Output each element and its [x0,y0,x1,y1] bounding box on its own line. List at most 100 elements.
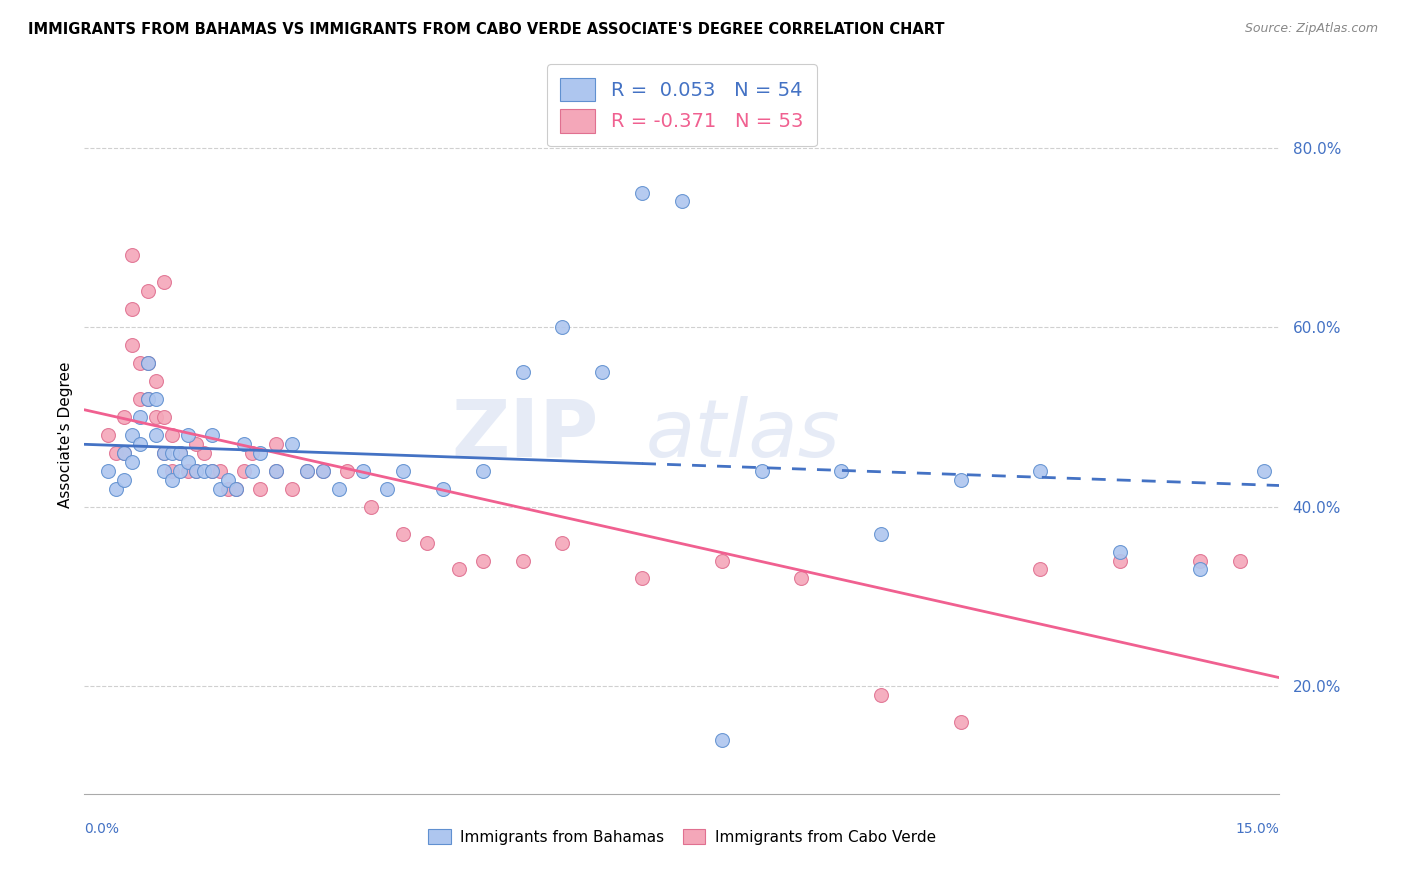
Point [160,473,183,487]
Point [1109,553,1132,567]
Point [129,392,152,406]
Point [105,446,128,460]
Point [280,482,302,496]
Point [471,464,494,478]
Point [145,409,167,424]
Point [1188,553,1211,567]
Point [264,464,287,478]
Point [751,464,773,478]
Text: 0.0%: 0.0% [84,822,120,836]
Point [471,553,494,567]
Point [416,535,439,549]
Point [160,446,183,460]
Point [249,446,271,460]
Legend: Immigrants from Bahamas, Immigrants from Cabo Verde: Immigrants from Bahamas, Immigrants from… [422,822,942,851]
Point [240,464,263,478]
Point [336,464,359,478]
Point [160,428,183,442]
Point [169,446,191,460]
Point [153,446,176,460]
Point [240,446,263,460]
Point [121,455,143,469]
Point [129,356,152,370]
Point [129,409,152,424]
Point [264,437,287,451]
Point [512,365,534,379]
Point [870,688,893,702]
Point [121,248,143,262]
Point [153,275,176,289]
Text: atlas: atlas [647,396,841,474]
Point [512,553,534,567]
Point [201,464,224,478]
Point [136,356,159,370]
Point [112,446,135,460]
Point [830,464,852,478]
Point [551,320,574,334]
Point [112,409,135,424]
Point [217,473,239,487]
Point [136,356,159,370]
Point [280,437,302,451]
Point [121,338,143,352]
Point [631,571,654,585]
Point [201,428,224,442]
Point [232,464,254,478]
Point [328,482,350,496]
Text: IMMIGRANTS FROM BAHAMAS VS IMMIGRANTS FROM CABO VERDE ASSOCIATE'S DEGREE CORRELA: IMMIGRANTS FROM BAHAMAS VS IMMIGRANTS FR… [28,22,945,37]
Point [790,571,813,585]
Point [145,392,167,406]
Point [297,464,319,478]
Point [145,374,167,388]
Point [208,464,231,478]
Point [392,464,415,478]
Point [153,446,176,460]
Point [375,482,398,496]
Point [112,446,135,460]
Text: 15.0%: 15.0% [1236,822,1279,836]
Point [264,464,287,478]
Point [1029,464,1052,478]
Point [352,464,374,478]
Point [217,482,239,496]
Text: Source: ZipAtlas.com: Source: ZipAtlas.com [1244,22,1378,36]
Point [136,284,159,298]
Point [710,553,733,567]
Point [208,482,231,496]
Point [193,446,215,460]
Point [1229,553,1251,567]
Y-axis label: Associate's Degree: Associate's Degree [58,361,73,508]
Point [121,428,143,442]
Point [105,482,128,496]
Point [225,482,247,496]
Point [870,526,893,541]
Point [129,437,152,451]
Point [551,535,574,549]
Point [392,526,415,541]
Point [193,464,215,478]
Point [184,464,207,478]
Point [136,392,159,406]
Point [312,464,335,478]
Point [1109,544,1132,558]
Point [432,482,454,496]
Point [145,428,167,442]
Point [97,464,120,478]
Point [949,715,972,730]
Point [591,365,613,379]
Point [153,464,176,478]
Point [184,437,207,451]
Point [169,446,191,460]
Point [249,482,271,496]
Point [153,409,176,424]
Point [1188,562,1211,576]
Point [949,473,972,487]
Point [671,194,693,209]
Point [225,482,247,496]
Point [136,392,159,406]
Point [177,464,200,478]
Point [631,186,654,200]
Point [160,464,183,478]
Point [177,428,200,442]
Point [1029,562,1052,576]
